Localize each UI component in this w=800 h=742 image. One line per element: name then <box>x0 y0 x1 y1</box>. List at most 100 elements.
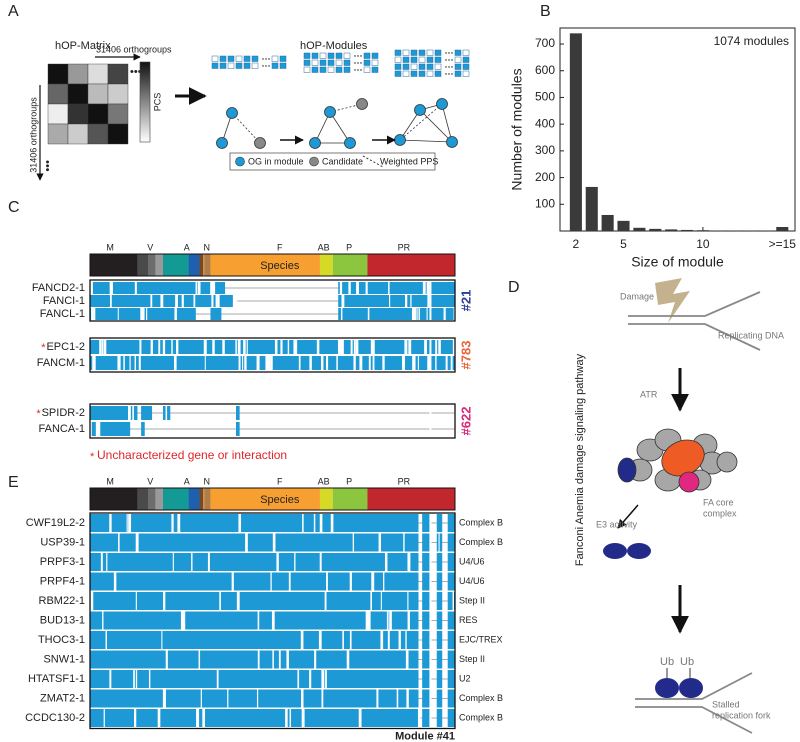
absence-stripe <box>245 533 248 552</box>
gene-label: CWF19L2-2 <box>26 517 85 529</box>
module-square <box>335 59 343 66</box>
absence-stripe <box>117 356 120 370</box>
absence-stripe <box>97 422 101 436</box>
presence-block <box>436 572 443 591</box>
absence-stripe <box>171 340 173 354</box>
module-square <box>426 63 434 70</box>
presence-block <box>436 650 443 669</box>
module-square <box>219 62 227 69</box>
module-square <box>402 70 410 77</box>
complex-label: Complex B <box>459 517 503 527</box>
dot <box>357 55 359 57</box>
gene-label: HTATSF1-1 <box>28 673 85 685</box>
module-square <box>410 49 418 56</box>
absence-stripe <box>300 689 304 708</box>
gene-label: RBM22-1 <box>39 595 85 607</box>
presence-block <box>90 514 419 532</box>
absence-stripe <box>386 611 389 630</box>
absence-stripe <box>404 295 408 307</box>
absence-stripe <box>109 670 112 688</box>
stalled-fork <box>635 672 753 734</box>
presence-block <box>422 709 430 727</box>
module-square <box>418 70 426 77</box>
end-stripes <box>429 340 432 354</box>
absence-stripe <box>301 709 305 727</box>
legend-swatch <box>235 156 245 167</box>
module-square <box>303 66 311 73</box>
dot <box>445 59 447 61</box>
gene-label: ZMAT2-1 <box>40 692 85 704</box>
absence-stripe <box>165 406 168 420</box>
panel-d: Fanconi Anemia damage signaling pathway … <box>574 278 784 734</box>
ub-label: Ub <box>680 656 694 668</box>
end-stripes <box>429 670 432 688</box>
matrix-cell <box>67 83 89 105</box>
absence-stripe <box>309 356 312 370</box>
presence-block <box>338 295 455 307</box>
module-square <box>454 70 462 77</box>
module-id: #622 <box>458 407 473 436</box>
panel-a: hOP-Matrix 31406 orthogroups 31406 ortho… <box>28 40 470 181</box>
absence-stripe <box>227 689 229 708</box>
absence-stripe <box>148 670 151 688</box>
y-tick-label: 700 <box>535 36 555 50</box>
absence-stripe <box>349 631 352 649</box>
clade-label: F <box>277 242 283 252</box>
absence-stripe <box>90 592 94 610</box>
module-square <box>343 52 351 59</box>
dot <box>451 73 453 75</box>
absence-stripe <box>296 340 298 354</box>
absence-stripe <box>438 340 441 354</box>
absence-stripe <box>243 340 245 354</box>
legend-swatch <box>309 156 319 167</box>
module-square <box>303 59 311 66</box>
matrix-cell <box>67 63 89 85</box>
presence-block <box>422 631 430 649</box>
panel-label: C <box>8 199 20 216</box>
bar <box>728 230 741 231</box>
bar <box>601 214 614 231</box>
absence-stripe <box>244 340 246 354</box>
presence-block <box>447 650 455 669</box>
module-square <box>235 62 243 69</box>
absence-stripe <box>341 340 344 354</box>
module-square <box>319 59 327 66</box>
clade-segment <box>188 488 200 510</box>
absence-stripe <box>231 572 234 591</box>
gene-label: PRPF3-1 <box>40 556 85 568</box>
absence-stripe <box>405 650 409 669</box>
module-square <box>371 52 379 59</box>
absence-stripe <box>353 340 356 354</box>
pathway-title: Fanconi Anemia damage signaling pathway <box>574 353 586 566</box>
absence-stripe <box>235 340 237 354</box>
complex-label: U4/U6 <box>459 556 485 566</box>
clade-segment <box>204 254 211 276</box>
presence-block <box>447 689 455 708</box>
dot <box>445 66 447 68</box>
absence-stripe <box>406 689 409 708</box>
absence-stripe <box>297 670 300 688</box>
module-square <box>327 66 335 73</box>
y-tick-label: 500 <box>535 90 555 104</box>
module-square <box>410 56 418 63</box>
absence-stripe <box>338 340 342 354</box>
absence-stripe <box>158 340 161 354</box>
module-square <box>279 62 287 69</box>
absence-stripe <box>349 572 352 591</box>
clade-segment <box>204 488 211 510</box>
complex-label: U4/U6 <box>459 576 485 586</box>
absence-stripe <box>404 340 408 354</box>
absence-stripe <box>244 356 247 370</box>
clade-segment <box>203 254 205 276</box>
complex-label: Complex B <box>459 537 503 547</box>
clade-label: P <box>346 242 352 252</box>
absence-stripe <box>150 295 153 307</box>
absence-stripe <box>272 650 274 669</box>
absence-stripe <box>411 308 414 320</box>
absence-stripe <box>416 308 418 320</box>
absence-stripe <box>90 422 92 436</box>
absence-stripe <box>280 340 283 354</box>
absence-stripe <box>372 340 375 354</box>
e3-label: E3 activity <box>596 519 638 529</box>
absence-stripe <box>410 295 412 307</box>
